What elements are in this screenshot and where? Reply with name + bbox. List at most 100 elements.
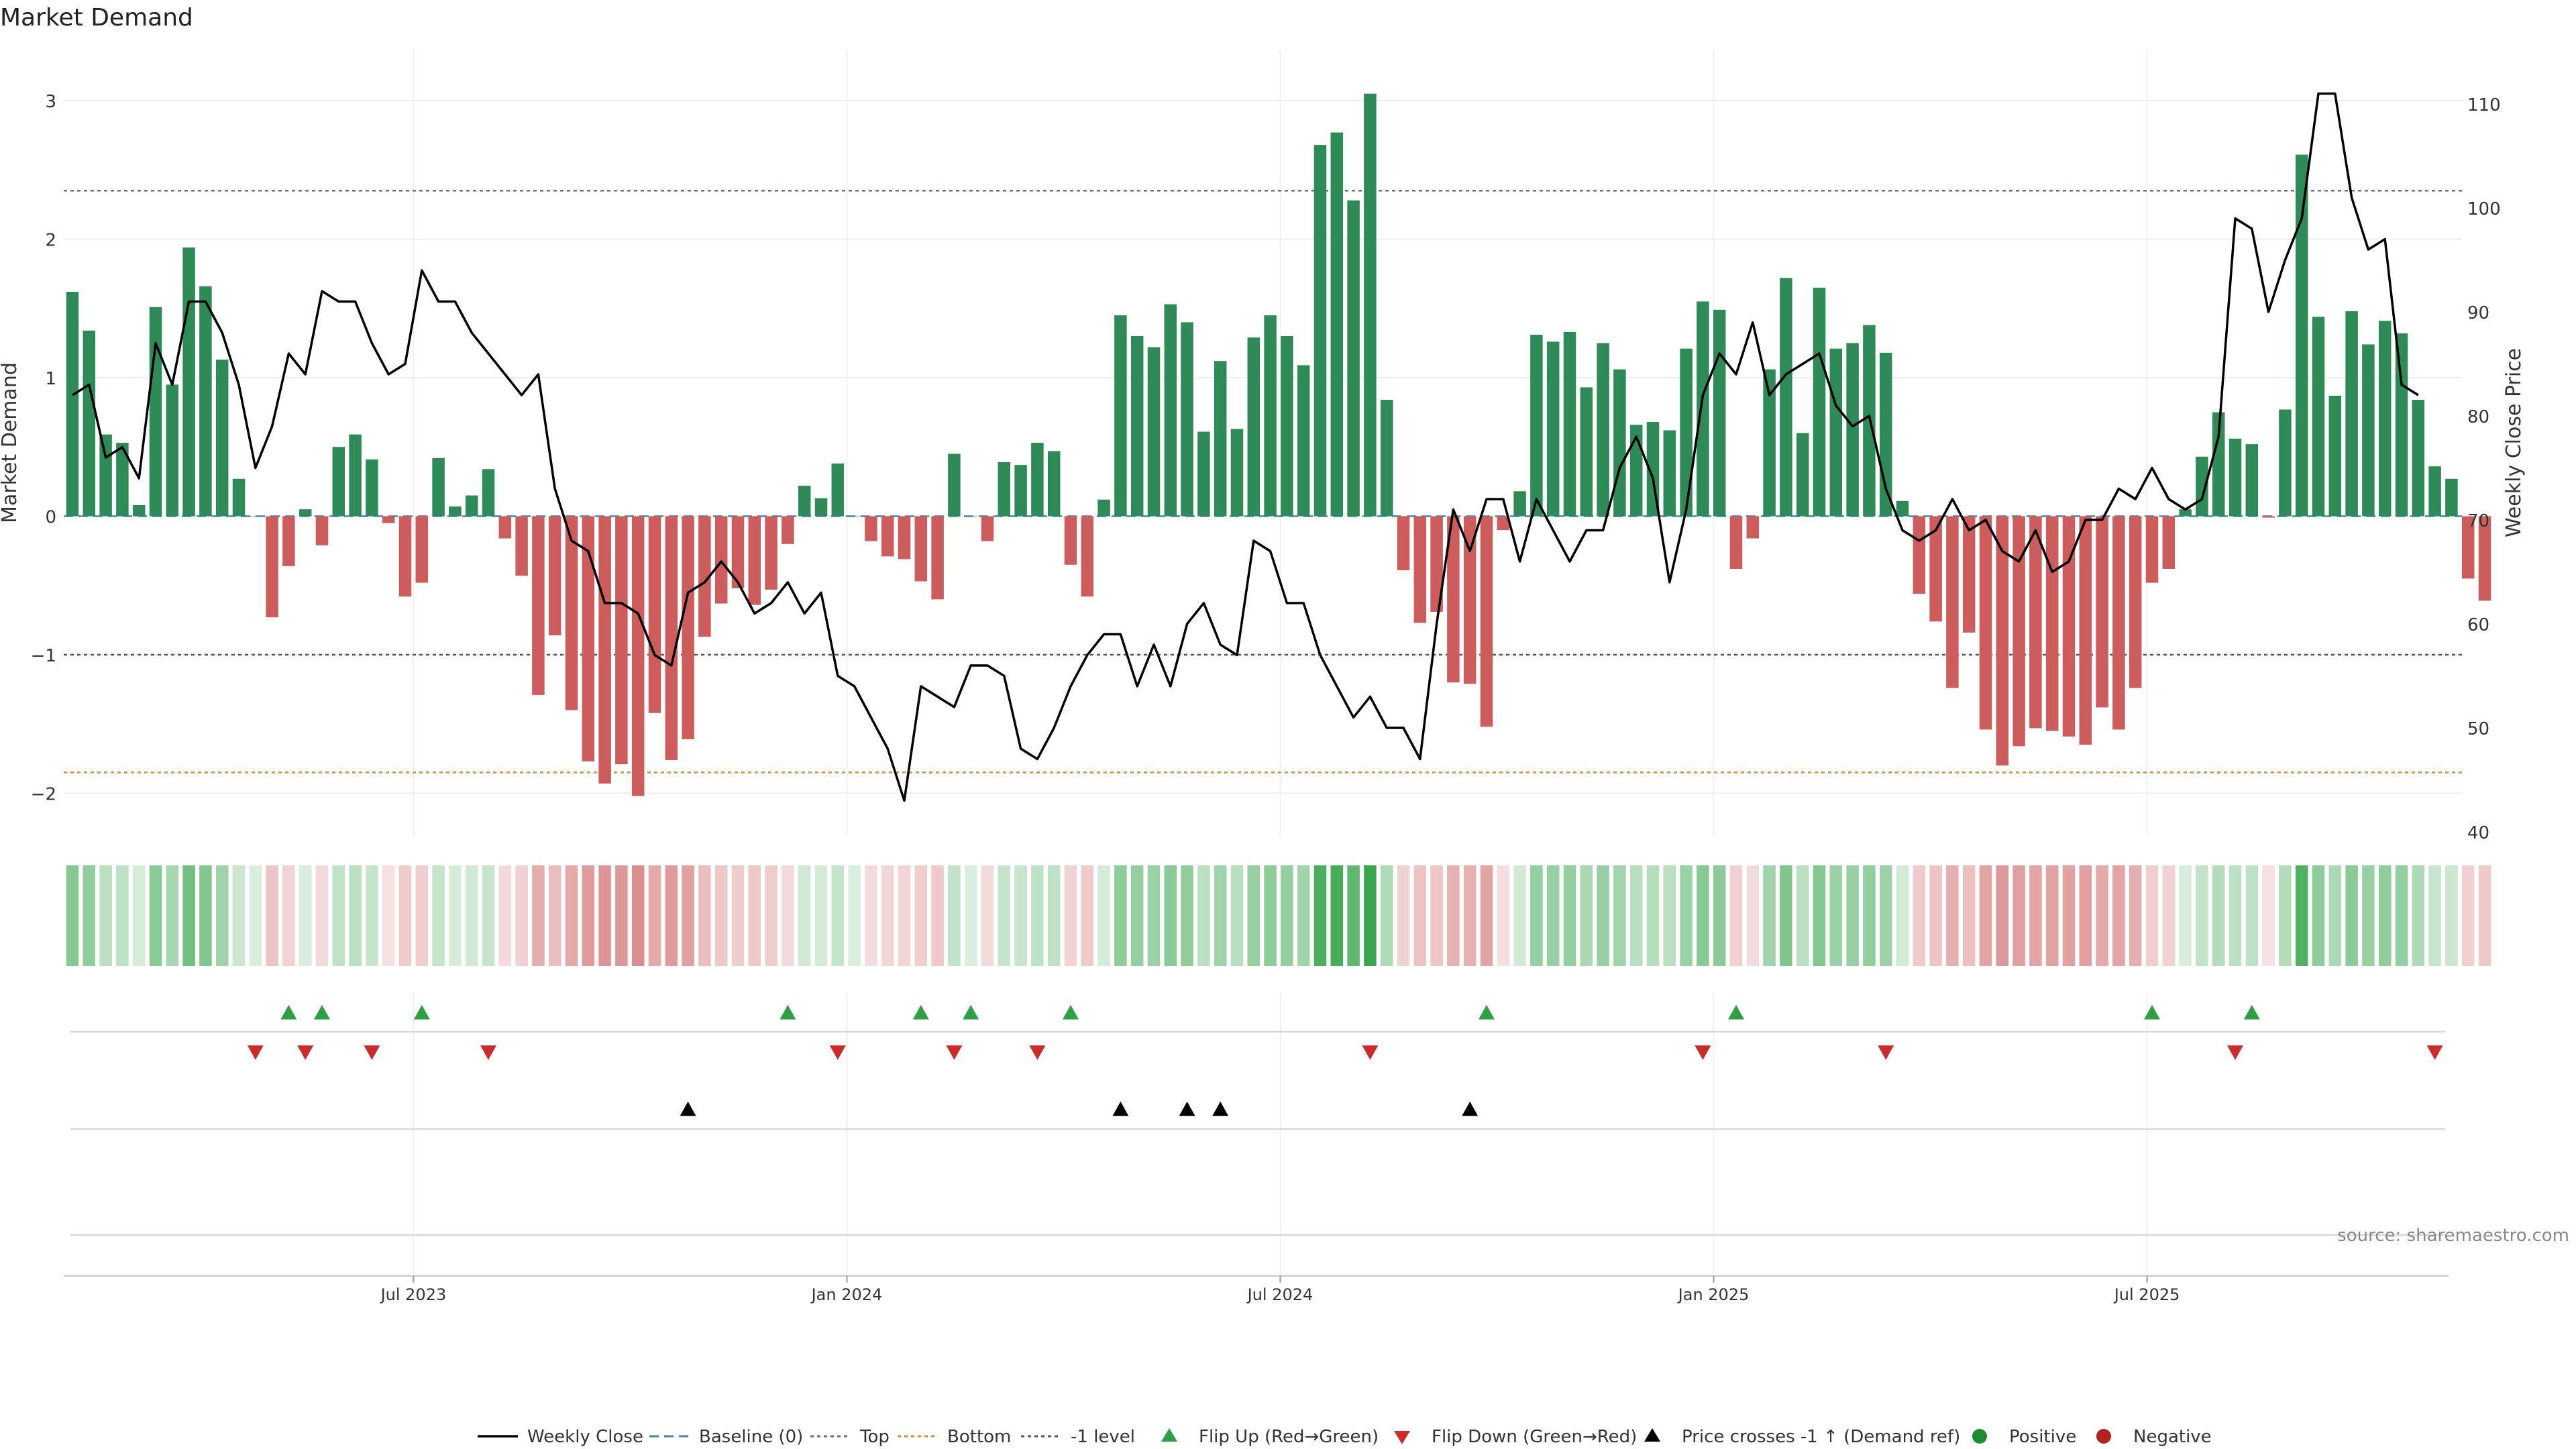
heat-cell xyxy=(1629,865,1643,966)
heat-cell xyxy=(2395,865,2408,966)
heat-cell xyxy=(1031,865,1044,966)
demand-bar xyxy=(1780,278,1792,517)
demand-bar xyxy=(482,469,495,517)
heat-cell xyxy=(698,865,711,966)
heat-cell xyxy=(1813,865,1826,966)
legend-label: Top xyxy=(859,1427,890,1447)
demand-bar xyxy=(631,516,645,796)
demand-bar xyxy=(881,516,894,557)
heat-cell xyxy=(1546,865,1560,966)
demand-bar xyxy=(948,453,961,517)
heat-cell xyxy=(1147,865,1161,966)
left-axis: −2 −1 0 1 2 3 xyxy=(31,92,56,805)
heat-cell xyxy=(249,865,262,966)
heat-cell xyxy=(2229,865,2242,966)
heat-cell xyxy=(748,865,761,966)
heat-cell xyxy=(1397,865,1410,966)
demand-bar xyxy=(698,516,711,637)
right-tick-label: 100 xyxy=(2467,199,2501,219)
heat-cell xyxy=(1497,865,1510,966)
heat-cell xyxy=(2162,865,2176,966)
legend: Weekly Close Baseline (0) Top Bottom -1 leve… xyxy=(478,1427,2212,1447)
x-tick-label: Jan 2025 xyxy=(1677,1285,1750,1304)
heat-cell xyxy=(382,865,395,966)
flip-down-marker xyxy=(946,1045,963,1060)
heat-cell xyxy=(2012,865,2025,966)
heat-cell xyxy=(515,865,528,966)
demand-bar xyxy=(1147,347,1161,517)
demand-bar xyxy=(2378,321,2392,517)
demand-bar xyxy=(282,516,295,566)
demand-bar xyxy=(99,434,112,517)
demand-bar xyxy=(1829,348,1843,517)
heat-cell xyxy=(2428,865,2441,966)
legend-label: Positive xyxy=(2009,1427,2076,1447)
demand-bar xyxy=(1697,301,1709,517)
demand-bar xyxy=(1796,433,1809,517)
demand-bar xyxy=(1680,348,1693,517)
demand-bar xyxy=(1247,337,1260,517)
demand-bar xyxy=(66,291,79,517)
heat-cell xyxy=(798,865,811,966)
demand-bar xyxy=(2096,516,2108,708)
demand-bar xyxy=(1580,387,1593,517)
heat-cell xyxy=(865,865,877,966)
demand-bar xyxy=(1763,369,1776,517)
heat-cell xyxy=(2079,865,2092,966)
demand-bar xyxy=(665,516,678,760)
heat-cell xyxy=(1313,865,1327,966)
heat-cell xyxy=(964,865,977,966)
left-tick-label: 3 xyxy=(45,92,56,112)
heat-cell xyxy=(1946,865,1959,966)
demand-bar xyxy=(748,516,761,605)
flip-down-marker xyxy=(2426,1045,2443,1060)
heat-cell xyxy=(199,865,212,966)
demand-bar xyxy=(1181,322,1193,517)
price-cross-marker xyxy=(1462,1102,1479,1116)
demand-bar xyxy=(898,516,911,559)
demand-bar xyxy=(2445,478,2458,517)
demand-bar xyxy=(831,464,845,517)
demand-bar xyxy=(2262,516,2275,518)
demand-bar xyxy=(315,516,329,545)
flip-up-marker xyxy=(1479,1005,1495,1020)
heat-cell xyxy=(332,865,345,966)
heat-cell xyxy=(1863,865,1876,966)
demand-bar xyxy=(1463,516,1477,684)
heat-cell xyxy=(1181,865,1193,966)
left-tick-label: 0 xyxy=(45,508,56,528)
demand-bar xyxy=(2478,516,2491,601)
x-tick-label: Jan 2024 xyxy=(810,1285,883,1304)
flip-up-marker xyxy=(1728,1005,1744,1020)
heat-cell xyxy=(1563,865,1576,966)
left-tick-label: −2 xyxy=(31,785,56,805)
heat-cell xyxy=(1281,865,1293,966)
heat-cell xyxy=(1480,865,1493,966)
demand-bar xyxy=(2062,516,2076,737)
heat-cell xyxy=(1680,865,1693,966)
demand-bar xyxy=(1713,309,1726,517)
demand-bar xyxy=(2395,333,2408,517)
demand-bar xyxy=(2045,516,2059,731)
heat-cell xyxy=(2279,865,2292,966)
right-tick-label: 70 xyxy=(2467,511,2489,531)
heat-cell xyxy=(1697,865,1709,966)
heat-cell xyxy=(1846,865,1859,966)
heat-cell xyxy=(465,865,478,966)
x-tick-label: Jul 2023 xyxy=(380,1285,447,1304)
heat-cell xyxy=(2062,865,2076,966)
right-tick-label: 90 xyxy=(2467,303,2489,323)
demand-bar xyxy=(1014,465,1027,517)
legend-swatch-flip-up xyxy=(1161,1428,1177,1442)
demand-bar xyxy=(2029,516,2042,729)
demand-bar xyxy=(1364,93,1377,517)
demand-bar xyxy=(1114,315,1127,517)
demand-bar xyxy=(1813,287,1826,517)
demand-bar xyxy=(2229,438,2242,517)
demand-bar xyxy=(1946,516,1959,688)
heat-cell xyxy=(582,865,595,966)
demand-bar xyxy=(1230,429,1244,517)
heat-cell xyxy=(1364,865,1377,966)
demand-bar xyxy=(814,498,828,517)
heat-cell xyxy=(898,865,911,966)
